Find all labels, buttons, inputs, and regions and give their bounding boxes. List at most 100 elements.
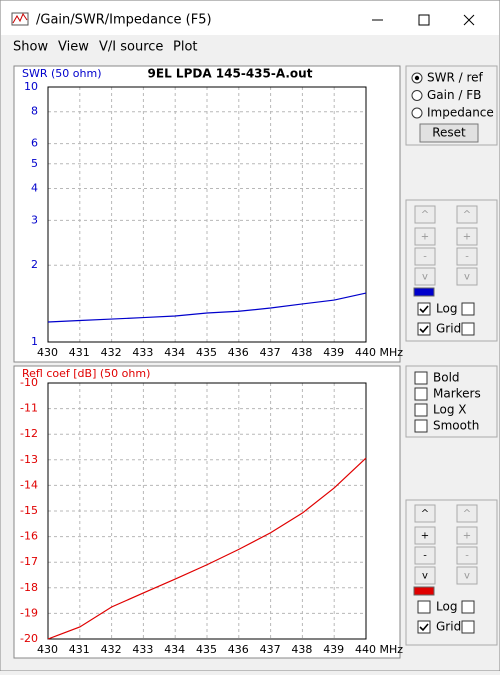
x-tick-label: 431 [69,643,90,656]
y-tick-label: 6 [31,137,38,150]
y-tick-label: 3 [31,213,38,226]
checkmark [419,325,429,334]
x-tick-label: 439 [323,346,344,359]
x-tick-label: 433 [132,643,153,656]
grid-label: Grid [436,322,461,336]
checkbox[interactable] [414,371,428,385]
chart-title: 9EL LPDA 145-435-A.out [148,67,313,81]
step-button-label: ^ [463,509,471,520]
step-button[interactable] [456,566,478,585]
y-tick-label: -10 [20,376,38,389]
checkbox[interactable] [414,403,428,417]
step-button[interactable] [414,566,436,585]
x-tick-label: 435 [196,643,217,656]
app-icon-graph [12,12,28,24]
step-button-label: - [465,252,469,263]
close-button[interactable] [463,14,475,26]
checkbox[interactable] [461,302,475,316]
step-button[interactable] [414,227,436,246]
step-button-label: ^ [421,509,429,520]
step-button[interactable] [414,247,436,266]
step-button-label: v [422,272,428,283]
x-tick-label: 430 [37,346,58,359]
window-title: /Gain/SWR/Impedance (F5) [36,13,212,28]
radio-button[interactable] [411,107,423,119]
step-button[interactable] [456,205,478,224]
x-tick-label: 438 [291,346,312,359]
data-line [47,457,367,640]
group-box [405,499,498,646]
step-button-label: v [464,571,470,582]
checkmark [419,623,429,632]
checkbox[interactable] [417,600,431,614]
menu-item[interactable]: Plot [173,40,198,55]
step-button-label: v [464,272,470,283]
y-tick-label: -17 [20,555,38,568]
x-tick-label: 437 [260,643,281,656]
step-button-label: ^ [421,210,429,221]
y-tick-label: 1 [31,335,38,348]
checkbox[interactable] [417,620,431,634]
data-line [47,292,367,323]
menu-item[interactable]: Show [13,40,48,55]
x-tick-label: 437 [260,346,281,359]
checkbox[interactable] [461,620,475,634]
x-tick-label: 432 [101,346,122,359]
step-button[interactable] [456,526,478,545]
checkbox[interactable] [461,600,475,614]
checkbox[interactable] [414,387,428,401]
log-label: Log [436,600,457,614]
checkbox[interactable] [417,302,431,316]
x-tick-label: 433 [132,346,153,359]
step-button[interactable] [456,247,478,266]
plot-area [47,86,367,343]
radio-button[interactable] [411,90,423,101]
step-button[interactable] [414,526,436,545]
option-label: Markers [433,387,481,401]
menu-bar [1,35,499,59]
step-button[interactable] [414,205,436,224]
group-box [405,65,498,146]
y-tick-label: -13 [20,453,38,466]
step-button[interactable] [456,267,478,286]
grid-label: Grid [436,620,461,634]
step-button-label: + [463,531,471,542]
x-tick-label: 430 [37,643,58,656]
plot-area [47,382,367,640]
checkbox[interactable] [414,419,428,433]
step-button[interactable] [456,546,478,565]
y-tick-label: -15 [20,504,38,517]
step-button[interactable] [456,227,478,246]
log-label: Log [436,302,457,316]
step-button[interactable] [414,546,436,565]
x-tick-label: 432 [101,643,122,656]
y-tick-label: 10 [24,80,38,93]
y-tick-label: -18 [20,581,38,594]
step-button-label: + [463,232,471,243]
x-tick-label: 436 [228,643,249,656]
maximize-button[interactable] [418,14,430,26]
step-button-label: v [422,571,428,582]
option-label: Bold [433,371,460,385]
step-button[interactable] [456,504,478,523]
menu-item[interactable]: View [58,40,89,55]
step-button-label: + [421,232,429,243]
menu-item[interactable]: V/I source [99,40,163,55]
y-tick-label: -20 [20,632,38,645]
y-tick-label: 2 [31,258,38,271]
group-box [405,365,498,438]
step-button[interactable] [414,504,436,523]
reset-button[interactable] [419,123,479,143]
y-tick-label: -11 [20,402,38,415]
option-label: Smooth [433,419,479,433]
y-tick-label: 8 [31,105,38,118]
y-axis-label: SWR (50 ohm) [22,67,102,80]
radio-dot [414,75,420,81]
checkbox[interactable] [461,322,475,336]
option-label: Log X [433,403,466,417]
title-bar [1,1,499,35]
checkbox[interactable] [417,322,431,336]
step-button[interactable] [414,267,436,286]
color-swatch [413,287,435,297]
